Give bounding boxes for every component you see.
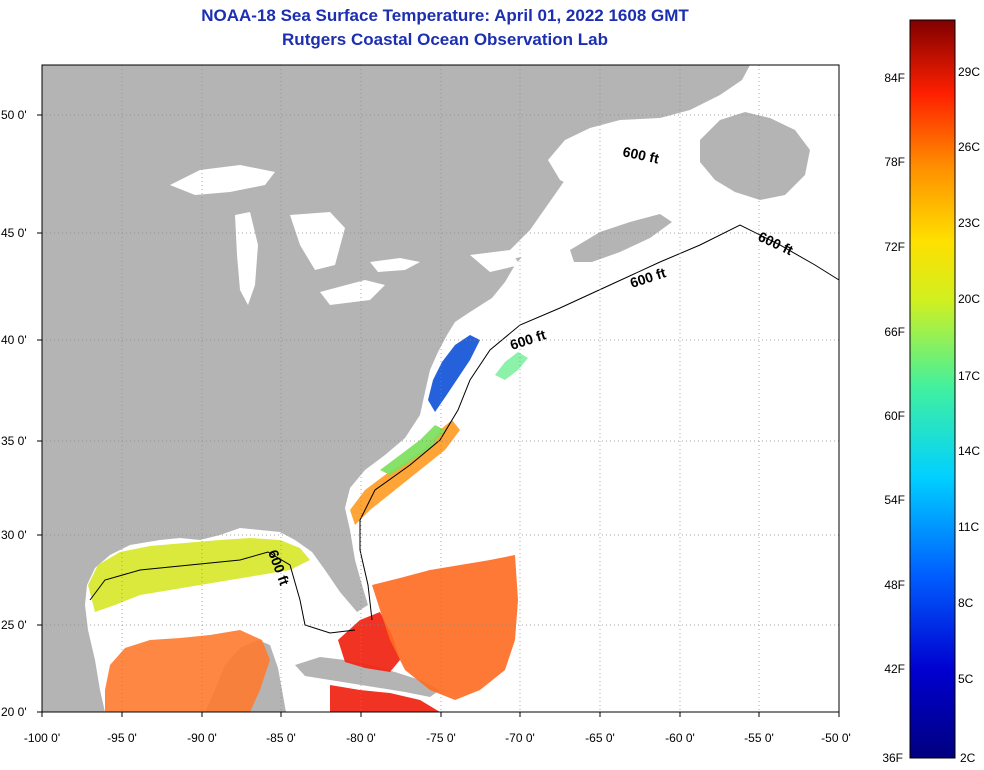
colorbar-c-label: 17C: [958, 369, 980, 383]
map-title: NOAA-18 Sea Surface Temperature: April 0…: [201, 6, 689, 25]
lon-label: -95 0': [107, 731, 137, 745]
sst-hatteras: [380, 425, 445, 475]
colorbar-f-label: 66F: [884, 325, 905, 339]
longitude-labels: -100 0' -95 0' -90 0' -85 0' -80 0' -75 …: [24, 731, 851, 745]
colorbar-f-label: 60F: [884, 409, 905, 423]
lon-label: -50 0': [821, 731, 851, 745]
colorbar-c-label: 2C: [960, 751, 976, 765]
colorbar-c-labels: 2C 5C 8C 11C 14C 17C 20C 23C 26C 29C: [958, 65, 980, 765]
lon-label: -60 0': [665, 731, 695, 745]
land-cuba: [295, 657, 440, 697]
lon-label: -70 0': [505, 731, 535, 745]
colorbar-c-label: 23C: [958, 216, 980, 230]
latitude-labels: 20 0' 25 0' 30 0' 35 0' 40 0' 45 0' 50 0…: [1, 108, 27, 719]
axis-ticks: [37, 114, 840, 717]
colorbar-f-label: 36F: [882, 751, 903, 765]
great-lakes: [170, 165, 520, 305]
sst-offshore-patch: [495, 352, 528, 380]
colorbar-f-label: 42F: [884, 662, 905, 676]
colorbar-c-label: 14C: [958, 444, 980, 458]
lat-label: 40 0': [1, 333, 27, 347]
lon-label: -85 0': [266, 731, 296, 745]
lat-label: 30 0': [1, 528, 27, 542]
lat-label: 35 0': [1, 434, 27, 448]
colorbar-c-label: 20C: [958, 292, 980, 306]
sst-gulf-north: [88, 538, 310, 612]
colorbar-f-label: 84F: [884, 71, 905, 85]
lon-label: -90 0': [187, 731, 217, 745]
lat-label: 25 0': [1, 618, 27, 632]
lon-label: -65 0': [585, 731, 615, 745]
colorbar-f-label: 54F: [884, 493, 905, 507]
land-nova-scotia: [570, 214, 672, 262]
colorbar-f-label: 48F: [884, 578, 905, 592]
map-subtitle: Rutgers Coastal Ocean Observation Lab: [282, 30, 608, 49]
lon-label: -75 0': [426, 731, 456, 745]
contour-label: 600 ft: [621, 143, 660, 166]
sst-caribbean: [330, 685, 440, 712]
sst-bahamas: [372, 555, 518, 700]
colorbar-c-label: 5C: [958, 672, 974, 686]
colorbar-c-label: 8C: [958, 596, 974, 610]
lat-label: 50 0': [1, 108, 27, 122]
lon-label: -100 0': [24, 731, 60, 745]
lon-label: -55 0': [744, 731, 774, 745]
land-newfoundland: [700, 112, 810, 200]
land-north-america: [42, 65, 750, 712]
colorbar-c-label: 29C: [958, 65, 980, 79]
colorbar: [909, 19, 956, 759]
colorbar-c-label: 26C: [958, 140, 980, 154]
graticule: [42, 65, 839, 712]
isobath-contour: [89, 224, 840, 634]
lat-label: 20 0': [1, 705, 27, 719]
gulf-st-lawrence: [500, 148, 715, 260]
colorbar-f-labels: 36F 42F 48F 54F 60F 66F 72F 78F 84F: [882, 71, 905, 765]
sst-gulf-south: [105, 630, 270, 712]
sst-mid-atlantic: [428, 335, 480, 412]
colorbar-c-label: 11C: [958, 520, 979, 534]
sst-florida-straits: [338, 612, 400, 672]
colorbar-f-label: 78F: [884, 155, 905, 169]
colorbar-f-label: 72F: [884, 240, 905, 254]
lat-label: 45 0': [1, 226, 27, 240]
lon-label: -80 0': [346, 731, 376, 745]
